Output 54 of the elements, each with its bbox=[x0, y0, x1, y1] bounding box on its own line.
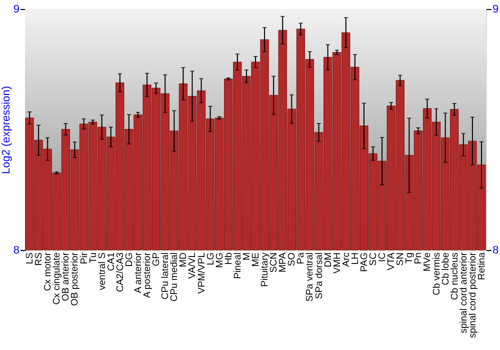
x-tick-label: GP bbox=[151, 252, 162, 266]
x-tick-label: SN bbox=[395, 252, 406, 266]
x-tick-label: PAG bbox=[358, 252, 370, 272]
x-tick-label: DG bbox=[124, 252, 135, 267]
y2-tick-label: 9 bbox=[492, 4, 499, 16]
x-tick-label: spinal cord posterior bbox=[467, 252, 478, 338]
x-tick-label: Tg bbox=[404, 252, 416, 264]
x-tick-label: SPa dorsal bbox=[314, 252, 325, 299]
x-tick-label: CPu medial bbox=[169, 252, 180, 302]
x-tick-label: OB anterior bbox=[60, 252, 72, 302]
x-tick-label: MPA bbox=[278, 252, 289, 272]
x-tick-label: MD bbox=[178, 252, 190, 268]
x-tick-label: Pa bbox=[296, 252, 307, 264]
x-tick-label: Tu bbox=[88, 252, 99, 264]
x-tick-label: SCN bbox=[268, 252, 280, 273]
x-tick-label: Hb bbox=[223, 252, 234, 265]
x-tick-label: VMH bbox=[332, 252, 343, 274]
x-tick-label: VTA bbox=[386, 252, 398, 270]
x-tick-label: RS bbox=[34, 252, 45, 266]
x-tick-label: Pn bbox=[413, 252, 424, 264]
x-tick-label: DM bbox=[322, 252, 334, 268]
y2-tick-label: 8 bbox=[492, 244, 499, 256]
x-tick-label: ventral S bbox=[96, 252, 108, 290]
x-tick-label: SPa ventral bbox=[304, 252, 316, 302]
x-tick-label: LH bbox=[350, 252, 361, 265]
x-tick-label: CPu lateral bbox=[160, 252, 172, 300]
x-tick-label: SC bbox=[368, 252, 380, 266]
x-tick-label: spinal cord anterior bbox=[458, 252, 470, 334]
x-tick-label: OB posterior bbox=[70, 252, 81, 306]
x-tick-label: MVe bbox=[422, 252, 434, 272]
x-tick-label: Cb vermis bbox=[431, 252, 442, 296]
y-axis-title: Log2 (expression) bbox=[0, 86, 12, 174]
x-tick-label: Retina bbox=[476, 252, 488, 280]
x-tick-label: LG bbox=[205, 252, 216, 266]
x-tick-label: Arc bbox=[340, 252, 352, 267]
x-tick-label: VPM/VPL bbox=[196, 252, 208, 294]
x-tick-label: CA2/CA3 bbox=[114, 252, 126, 292]
x-tick-label: LS bbox=[24, 252, 36, 264]
x-tick-label: Cb lobe bbox=[440, 252, 452, 286]
x-tick-label: IC bbox=[377, 252, 388, 262]
x-tick-label: SO bbox=[286, 252, 298, 266]
x-tick-label: Cx cingulate bbox=[52, 252, 63, 305]
x-tick-label: A anterior bbox=[132, 252, 144, 294]
x-tick-label: Pir bbox=[78, 252, 90, 264]
x-tick-label: Cx motor bbox=[42, 252, 54, 292]
x-tick-label: ME bbox=[250, 252, 262, 267]
x-tick-label: Pituitary bbox=[260, 252, 271, 287]
x-tick-label: VA/VL bbox=[187, 252, 198, 279]
x-tick-label: Pineal bbox=[232, 252, 244, 279]
x-tick-label: A posterior bbox=[142, 252, 154, 298]
x-tick-label: Cb nucleus bbox=[449, 252, 460, 300]
x-tick-label: M bbox=[241, 252, 252, 260]
x-tick-label: CA1 bbox=[106, 252, 117, 271]
x-tick-label: MG bbox=[214, 252, 226, 268]
